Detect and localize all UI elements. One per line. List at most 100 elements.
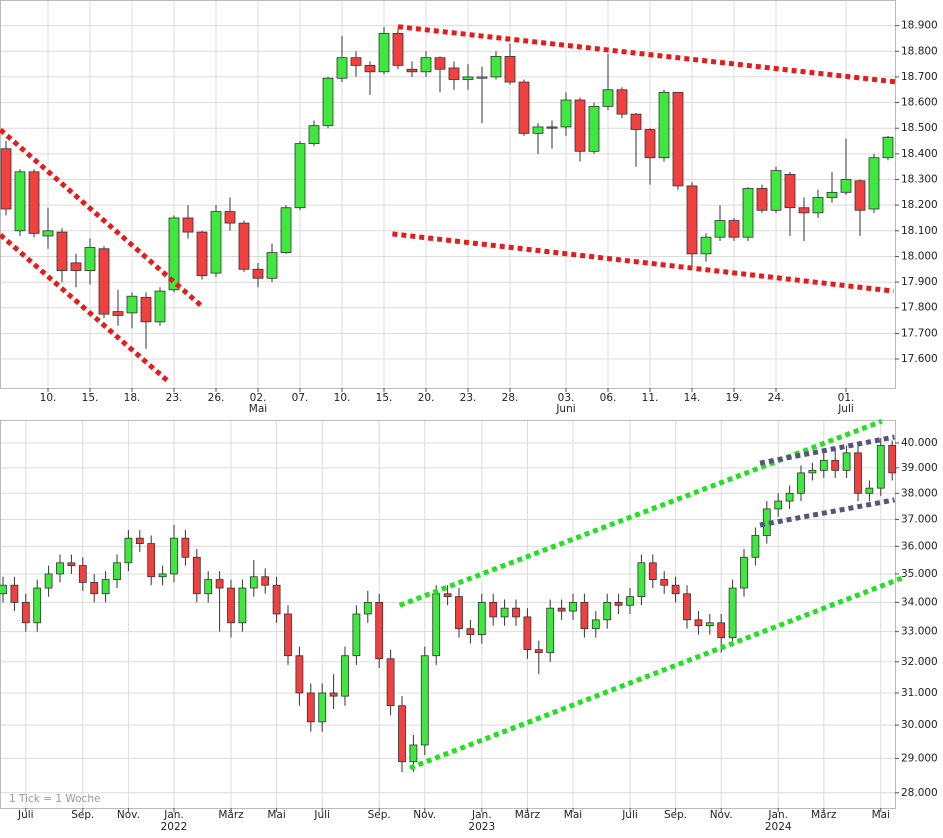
y-tick-label: 17.700 <box>901 327 938 339</box>
candle-body <box>580 601 589 630</box>
x-tick-label-secondary: 2024 <box>765 821 792 833</box>
candle-body <box>644 129 656 159</box>
candle-body <box>196 231 208 277</box>
candle-body <box>409 744 418 763</box>
candle-body <box>10 584 19 603</box>
candle-body <box>523 616 532 651</box>
x-tick-label: 26. <box>208 392 225 404</box>
candle-body <box>238 587 247 624</box>
candle-body <box>112 311 124 316</box>
candle-body <box>336 57 348 79</box>
candle-body <box>512 607 520 618</box>
candle-body <box>518 81 530 134</box>
x-tick-label: Sep. <box>664 809 687 821</box>
x-tick-label-secondary: 2022 <box>161 821 188 833</box>
candle-body <box>798 207 810 214</box>
candle-body <box>614 601 623 606</box>
candle-body <box>574 99 586 152</box>
y-tick-label: 37.000 <box>901 513 938 525</box>
y-tick-label: 18.300 <box>901 174 938 186</box>
x-tick-label: 14. <box>684 392 701 404</box>
candle-body <box>603 601 612 621</box>
candle-body <box>272 584 281 615</box>
x-tick-label: 24. <box>768 392 785 404</box>
x-tick-label: Jan. <box>471 809 492 821</box>
trend-line <box>397 24 896 85</box>
candle-body <box>532 126 544 134</box>
chart-note: 1 Tick = 1 Woche <box>9 793 100 805</box>
candle-body <box>557 607 566 612</box>
x-tick-label: 15. <box>82 392 99 404</box>
y-tick-label: 30.000 <box>901 719 938 731</box>
candle-body <box>308 125 320 145</box>
candle-body <box>126 295 138 314</box>
x-tick-label: 10. <box>40 392 57 404</box>
x-tick-label: Nov. <box>413 809 436 821</box>
candle-body <box>158 573 167 578</box>
y-tick-label: 36.000 <box>901 540 938 552</box>
candle-body <box>854 180 866 211</box>
y-tick-label: 18.400 <box>901 148 938 160</box>
x-tick-label: Juli <box>621 809 638 821</box>
x-tick-label: 01. <box>838 392 855 404</box>
candle-body <box>770 170 782 211</box>
x-tick-label: Sep. <box>71 809 94 821</box>
candle-body <box>588 106 600 152</box>
y-tick-label: 17.800 <box>901 302 938 314</box>
candle-body <box>140 297 152 323</box>
candle-body <box>819 459 828 471</box>
y-tick-label: 29.000 <box>901 752 938 764</box>
x-tick-label: Jan. <box>767 809 788 821</box>
candle-body <box>44 573 53 589</box>
y-tick-label: 39.000 <box>901 462 938 474</box>
candle-body <box>854 452 862 494</box>
candle-body <box>658 91 670 159</box>
candle-body <box>28 171 40 234</box>
candle-body <box>448 67 460 80</box>
trend-line <box>0 233 169 383</box>
candle-body <box>364 64 376 73</box>
candle-body <box>322 77 334 127</box>
candle-body <box>637 562 646 598</box>
candle-body <box>476 76 488 79</box>
candle-body <box>785 492 794 502</box>
candle-body <box>224 211 236 224</box>
candle-body <box>826 191 838 198</box>
x-tick-label: Sep. <box>368 809 391 821</box>
candle-body <box>504 56 516 83</box>
x-tick-label: 23. <box>166 392 183 404</box>
candle-body <box>462 76 474 80</box>
candle-body <box>192 556 201 595</box>
candle-body <box>378 32 390 73</box>
candle-body <box>432 593 441 657</box>
candle-body <box>375 601 384 660</box>
trend-line <box>759 434 895 466</box>
candle-body <box>398 705 406 763</box>
candle-body <box>560 99 572 128</box>
candle-body <box>70 262 82 271</box>
candle-body <box>170 537 178 575</box>
candle-body <box>808 469 817 474</box>
candle-body <box>295 655 304 694</box>
candle-body <box>101 579 110 595</box>
candle-body <box>252 268 264 279</box>
y-tick-label: 35.000 <box>901 568 938 580</box>
candle-body <box>434 57 446 70</box>
y-tick-label: 18.000 <box>901 250 938 262</box>
candle-body <box>569 601 577 612</box>
candle-body <box>0 584 7 595</box>
x-tick-label: 18. <box>124 392 141 404</box>
candle-body <box>392 32 404 66</box>
panel-layer: 17.60017.70017.80017.90018.00018.10018.2… <box>0 1 938 415</box>
candle-body <box>876 445 885 489</box>
candle-body <box>812 197 824 214</box>
candle-body <box>204 579 213 595</box>
candle-body <box>882 136 894 159</box>
candle-body <box>660 579 669 586</box>
y-tick-label: 18.900 <box>901 20 938 32</box>
candle-body <box>33 587 42 624</box>
candle-body <box>694 619 703 627</box>
x-tick-label: 23. <box>460 392 477 404</box>
candle-body <box>329 692 338 697</box>
